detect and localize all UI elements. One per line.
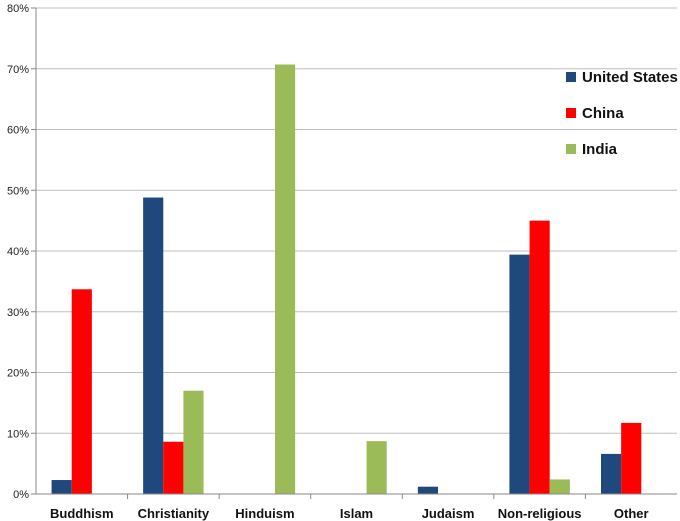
legend-label: United States	[582, 69, 678, 86]
bar	[366, 441, 387, 494]
bar	[417, 486, 438, 494]
y-tick-label: 70%	[7, 64, 29, 76]
x-tick-label: Christianity	[138, 506, 210, 521]
y-tick-label: 40%	[7, 246, 29, 258]
bar	[143, 197, 164, 495]
legend-label: India	[582, 141, 618, 158]
y-tick-label: 50%	[7, 185, 29, 197]
bar	[621, 422, 642, 494]
legend-swatch	[566, 108, 576, 118]
x-tick-label: Other	[614, 506, 649, 521]
bar	[509, 254, 530, 494]
legend-swatch	[566, 144, 576, 154]
y-tick-label: 10%	[7, 428, 29, 440]
bar	[51, 480, 72, 494]
bar	[183, 390, 204, 494]
y-tick-label: 0%	[13, 489, 29, 501]
gridlines	[36, 7, 677, 434]
bars	[51, 64, 642, 495]
bar	[600, 453, 622, 494]
y-axis-ticks: 0% 10% 20% 30% 40% 50% 60% 70% 80%	[7, 3, 36, 501]
legend: United States China India	[566, 69, 678, 158]
x-tick-label: Islam	[340, 506, 373, 521]
x-tick-label: Judaism	[422, 506, 475, 521]
bar	[275, 64, 296, 494]
x-tick-label: Buddhism	[50, 506, 114, 521]
y-tick-label: 20%	[7, 368, 29, 380]
bar	[529, 220, 550, 494]
y-tick-label: 60%	[7, 125, 29, 137]
y-tick-label: 30%	[7, 307, 29, 319]
bar	[549, 479, 570, 494]
bar	[71, 289, 92, 494]
x-tick-label: Hinduism	[235, 506, 294, 521]
x-tick-label: Non-religious	[498, 506, 582, 521]
x-axis-ticks: Buddhism Christianity Hinduism Islam Judaism…	[50, 494, 649, 521]
legend-label: China	[582, 105, 624, 122]
y-tick-label: 80%	[7, 3, 29, 15]
bar	[163, 441, 184, 494]
legend-swatch	[566, 72, 576, 82]
